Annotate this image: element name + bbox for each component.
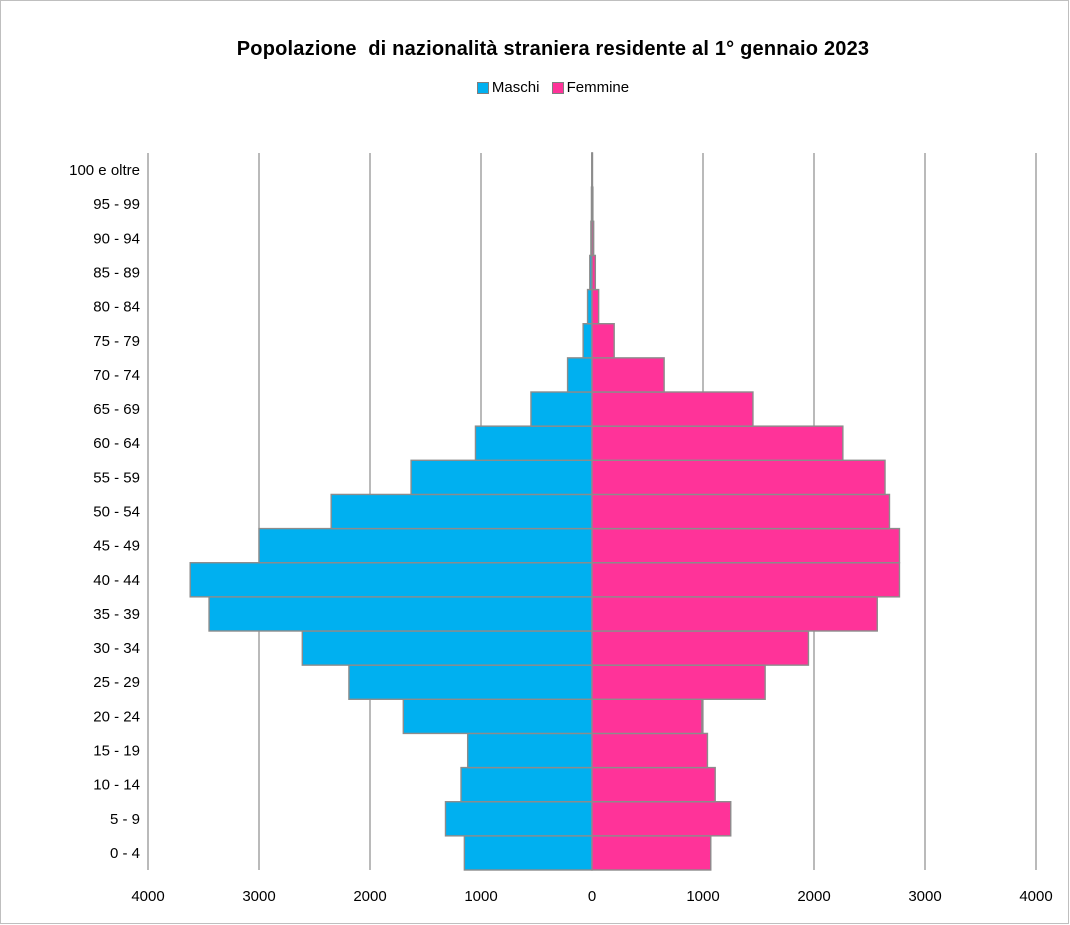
- bar-femmine-30-34: [591, 630, 810, 666]
- y-axis-labels: 0 - 4 5 - 9 10 - 14 15 - 19 20 - 24 25 - 29 30…: [69, 162, 140, 862]
- bar-femmine-50-54: [591, 493, 891, 530]
- bar-femmine-85-89: [591, 254, 597, 291]
- bar-maschi-30-34: [301, 630, 593, 666]
- bar-maschi-70-74: [566, 357, 593, 393]
- y-tick-label: 30 - 34: [93, 640, 140, 657]
- y-tick-label: 60 - 64: [93, 435, 140, 452]
- bar-maschi-50-54: [330, 493, 593, 530]
- bar-femmine-0-4: [591, 835, 712, 871]
- legend-label-maschi: Maschi: [491, 79, 540, 96]
- x-tick-label: 3000: [242, 888, 275, 905]
- x-tick-label: 1000: [464, 888, 497, 905]
- bar-femmine-15-19: [591, 732, 709, 769]
- y-tick-label: 5 - 9: [110, 811, 140, 828]
- bar-femmine-100eoltre: [591, 152, 594, 188]
- x-tick-label: 1000: [686, 888, 719, 905]
- bar-maschi-10-14: [460, 766, 593, 803]
- y-tick-label: 65 - 69: [93, 401, 140, 418]
- bar-maschi-45-49: [258, 527, 593, 564]
- bar-maschi-75-79: [582, 323, 593, 359]
- y-tick-label: 0 - 4: [110, 845, 140, 862]
- bars-layer: [189, 152, 901, 871]
- bar-maschi-35-39: [208, 596, 593, 632]
- y-tick-label: 45 - 49: [93, 538, 140, 555]
- bar-femmine-35-39: [591, 596, 878, 632]
- x-tick-label: 0: [588, 888, 596, 905]
- x-axis-labels: 4000 3000 2000 1000 0 1000 2000 3000 4000: [131, 888, 1052, 905]
- bar-femmine-10-14: [591, 766, 716, 803]
- bar-femmine-90-94: [591, 220, 595, 257]
- x-tick-label: 2000: [797, 888, 830, 905]
- bar-femmine-55-59: [591, 459, 886, 496]
- y-tick-label: 10 - 14: [93, 777, 140, 794]
- y-tick-label: 25 - 29: [93, 674, 140, 691]
- y-tick-label: 80 - 84: [93, 299, 140, 316]
- bar-maschi-60-64: [474, 425, 593, 461]
- y-tick-label: 75 - 79: [93, 333, 140, 350]
- y-tick-label: 95 - 99: [93, 196, 140, 213]
- y-tick-label: 55 - 59: [93, 469, 140, 486]
- bar-femmine-70-74: [591, 357, 665, 393]
- bar-maschi-15-19: [466, 732, 593, 769]
- chart-title: Popolazione di nazionalità straniera res…: [236, 38, 870, 60]
- bar-maschi-55-59: [410, 459, 593, 496]
- y-tick-label: 70 - 74: [93, 367, 140, 384]
- y-tick-label: 15 - 19: [93, 743, 140, 760]
- bar-femmine-95-99: [591, 186, 594, 222]
- bar-femmine-80-84: [591, 288, 600, 325]
- legend-swatch-maschi: [476, 81, 489, 94]
- bar-maschi-5-9: [444, 801, 593, 837]
- bar-maschi-20-24: [402, 698, 593, 735]
- y-tick-label: 40 - 44: [93, 572, 140, 589]
- legend-item-femmine: Femmine: [551, 79, 630, 96]
- x-tick-label: 4000: [1019, 888, 1052, 905]
- y-tick-label: 50 - 54: [93, 504, 140, 521]
- legend-item-maschi: Maschi: [476, 79, 540, 96]
- bar-femmine-75-79: [591, 323, 615, 359]
- bar-femmine-20-24: [591, 698, 703, 735]
- legend-label-femmine: Femmine: [566, 79, 630, 96]
- x-tick-label: 3000: [908, 888, 941, 905]
- bar-maschi-0-4: [463, 835, 593, 871]
- y-tick-label: 85 - 89: [93, 265, 140, 282]
- bar-femmine-5-9: [591, 801, 732, 837]
- chart-legend: Maschi Femmine: [0, 79, 1070, 98]
- bar-maschi-40-44: [189, 562, 593, 598]
- bar-femmine-60-64: [591, 425, 844, 461]
- y-tick-label: 100 e oltre: [69, 162, 140, 179]
- bar-maschi-25-29: [348, 664, 593, 700]
- bar-femmine-65-69: [591, 391, 754, 427]
- x-tick-label: 2000: [353, 888, 386, 905]
- x-tick-label: 4000: [131, 888, 164, 905]
- bar-maschi-65-69: [530, 391, 593, 427]
- y-tick-label: 90 - 94: [93, 230, 140, 247]
- bar-femmine-45-49: [591, 527, 901, 564]
- y-tick-label: 20 - 24: [93, 708, 140, 725]
- bar-femmine-25-29: [591, 664, 766, 700]
- bar-femmine-40-44: [591, 562, 901, 598]
- legend-swatch-femmine: [551, 81, 564, 94]
- y-tick-label: 35 - 39: [93, 606, 140, 623]
